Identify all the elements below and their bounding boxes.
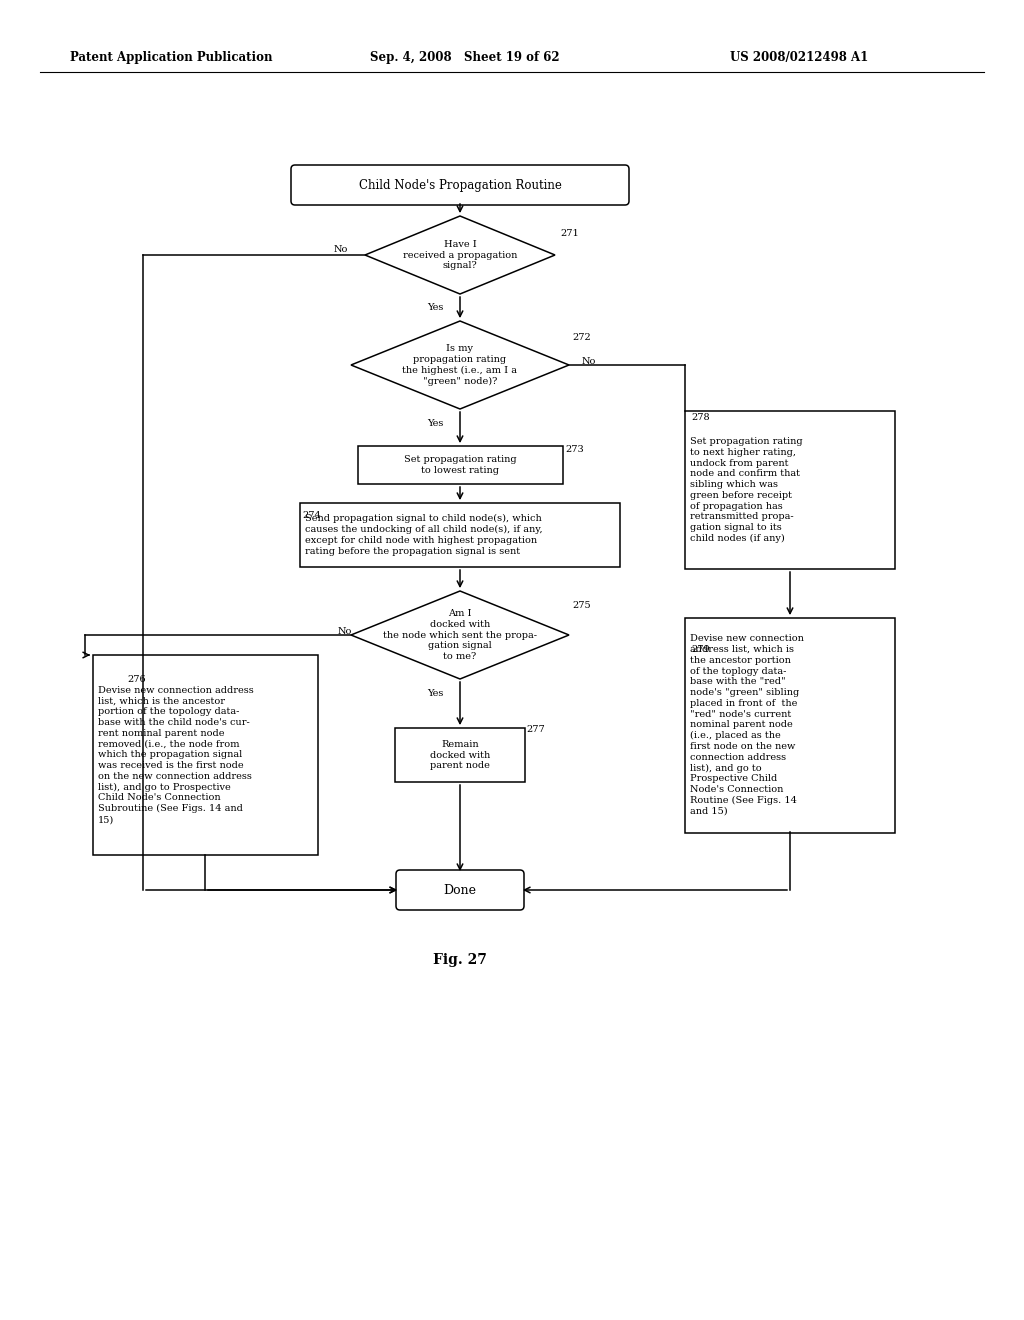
Bar bbox=[395, 729, 525, 781]
Text: No: No bbox=[334, 246, 348, 255]
Text: Yes: Yes bbox=[427, 304, 443, 313]
Bar bbox=[300, 503, 620, 568]
Text: US 2008/0212498 A1: US 2008/0212498 A1 bbox=[730, 51, 868, 65]
Polygon shape bbox=[351, 591, 569, 678]
FancyBboxPatch shape bbox=[291, 165, 629, 205]
Text: 274: 274 bbox=[302, 511, 321, 520]
Text: Yes: Yes bbox=[427, 689, 443, 697]
Text: 272: 272 bbox=[572, 334, 591, 342]
Bar bbox=[685, 618, 895, 833]
Text: Sep. 4, 2008   Sheet 19 of 62: Sep. 4, 2008 Sheet 19 of 62 bbox=[370, 51, 560, 65]
Bar bbox=[92, 655, 317, 855]
Bar bbox=[685, 411, 895, 569]
Text: Remain
docked with
parent node: Remain docked with parent node bbox=[430, 739, 490, 771]
Text: Yes: Yes bbox=[427, 418, 443, 428]
Text: Set propagation rating
to lowest rating: Set propagation rating to lowest rating bbox=[403, 455, 516, 475]
Text: Is my
propagation rating
the highest (i.e., am I a
"green" node)?: Is my propagation rating the highest (i.… bbox=[402, 345, 517, 385]
Polygon shape bbox=[351, 321, 569, 409]
Bar bbox=[357, 446, 562, 484]
Text: Am I
docked with
the node which sent the propa-
gation signal
to me?: Am I docked with the node which sent the… bbox=[383, 609, 537, 661]
Text: 278: 278 bbox=[691, 412, 710, 421]
Text: Fig. 27: Fig. 27 bbox=[433, 953, 487, 968]
Text: 273: 273 bbox=[565, 446, 584, 454]
Text: Have I
received a propagation
signal?: Have I received a propagation signal? bbox=[402, 240, 517, 271]
Text: Devise new connection address
list, which is the ancestor
portion of the topolog: Devise new connection address list, whic… bbox=[97, 686, 253, 824]
Text: Done: Done bbox=[443, 883, 476, 896]
FancyBboxPatch shape bbox=[396, 870, 524, 909]
Text: Send propagation signal to child node(s), which
causes the undocking of all chil: Send propagation signal to child node(s)… bbox=[305, 515, 543, 556]
Polygon shape bbox=[365, 216, 555, 294]
Text: Set propagation rating
to next higher rating,
undock from parent
node and confir: Set propagation rating to next higher ra… bbox=[690, 437, 803, 543]
Text: 275: 275 bbox=[572, 601, 591, 610]
Text: 277: 277 bbox=[526, 725, 545, 734]
Text: No: No bbox=[582, 358, 596, 367]
Text: Patent Application Publication: Patent Application Publication bbox=[70, 51, 272, 65]
Text: No: No bbox=[338, 627, 352, 636]
Text: 271: 271 bbox=[560, 228, 579, 238]
Text: 276: 276 bbox=[127, 676, 145, 685]
Text: Child Node's Propagation Routine: Child Node's Propagation Routine bbox=[358, 178, 561, 191]
Text: Devise new connection
address list, which is
the ancestor portion
of the toplogy: Devise new connection address list, whic… bbox=[690, 635, 804, 816]
Text: 279: 279 bbox=[691, 645, 710, 655]
